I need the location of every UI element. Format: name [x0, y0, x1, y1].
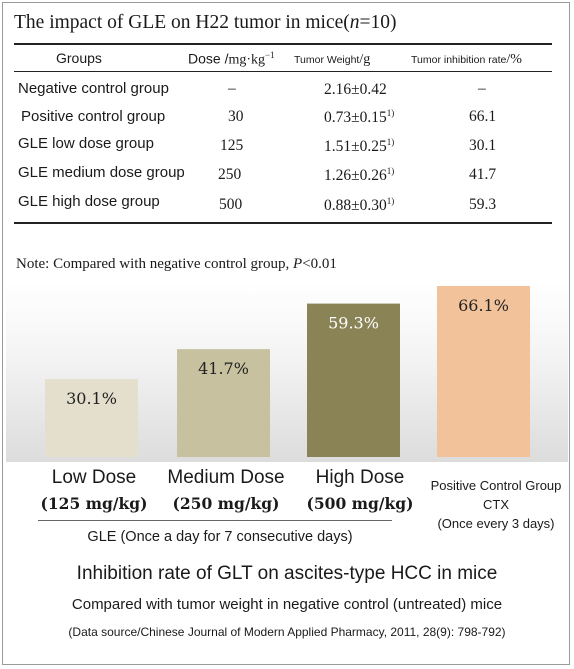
bar-label-low: 30.1%: [66, 389, 117, 408]
table-row-negative-rate: –: [478, 80, 486, 97]
table-row-high-rate: 59.3: [469, 196, 497, 213]
header-inhibition-rate: Tumor inhibition rate/%: [411, 52, 522, 67]
chart-source: (Data source/Chinese Journal of Modern A…: [68, 625, 506, 639]
table-row-positive-group: Positive control group: [21, 108, 166, 125]
table-row-medium-rate: 41.7: [469, 166, 497, 183]
category-low-dose: (125 mg/kg): [40, 494, 148, 513]
category-medium-dose: (250 mg/kg): [172, 494, 280, 513]
bar-high: [307, 303, 400, 457]
table-row-medium-group: GLE medium dose group: [18, 164, 185, 181]
chart-title: Inhibition rate of GLT on ascites-type H…: [76, 563, 498, 584]
category-positive-control: Positive Control Group CTX (Once every 3…: [418, 476, 574, 533]
table-note: Note: Compared with negative control gro…: [16, 256, 337, 272]
table-row-low-dose: 125: [220, 137, 244, 154]
table-row-positive-dose: 30: [228, 108, 244, 125]
table-row-low-weight: 1.51±0.251): [324, 137, 395, 156]
table-row-high-dose: 500: [219, 196, 243, 213]
bar-positive: [437, 286, 530, 457]
table-row-medium-dose: 250: [218, 166, 242, 183]
bar-label-positive: 66.1%: [458, 296, 509, 315]
bar-label-high: 59.3%: [328, 314, 379, 333]
table-row-low-group: GLE low dose group: [18, 135, 154, 152]
header-groups: Groups: [56, 50, 102, 66]
table-header-rule: [14, 71, 552, 72]
chart-subtitle: Compared with tumor weight in negative c…: [71, 596, 503, 613]
header-tumor-weight: Tumor Weight/g: [294, 52, 371, 67]
table-row-high-group: GLE high dose group: [18, 193, 160, 210]
category-positive-line-1: Positive Control Group: [430, 478, 562, 493]
bar-low: [45, 379, 138, 457]
table-bottom-rule: [14, 222, 552, 224]
table-row-negative-weight: 2.16±0.42: [324, 81, 387, 99]
category-positive-line-2: CTX: [483, 497, 509, 512]
table-row-negative-group: Negative control group: [18, 80, 169, 97]
category-positive-line-3: (Once every 3 days): [437, 516, 555, 531]
category-high-name: High Dose: [315, 467, 405, 488]
table-row-high-weight: 0.88±0.301): [324, 196, 395, 215]
table-title: The impact of GLE on H22 tumor in mice(n…: [14, 12, 397, 33]
category-medium-name: Medium Dose: [167, 467, 285, 488]
table-row-negative-dose: –: [228, 80, 236, 97]
table-row-positive-weight: 0.73±0.151): [324, 108, 395, 127]
table-row-positive-rate: 66.1: [469, 108, 497, 125]
gle-group-divider: [38, 520, 392, 521]
gle-group-label: GLE (Once a day for 7 consecutive days): [87, 529, 353, 545]
bar-medium: [177, 349, 270, 457]
table-row-medium-weight: 1.26±0.261): [324, 166, 395, 185]
table-top-rule: [14, 43, 552, 45]
header-dose: Dose /mg·kg−1: [188, 50, 275, 68]
bar-label-medium: 41.7%: [198, 359, 249, 378]
category-high-dose: (500 mg/kg): [306, 494, 414, 513]
table-row-low-rate: 30.1: [469, 137, 497, 154]
category-low-name: Low Dose: [51, 467, 137, 488]
